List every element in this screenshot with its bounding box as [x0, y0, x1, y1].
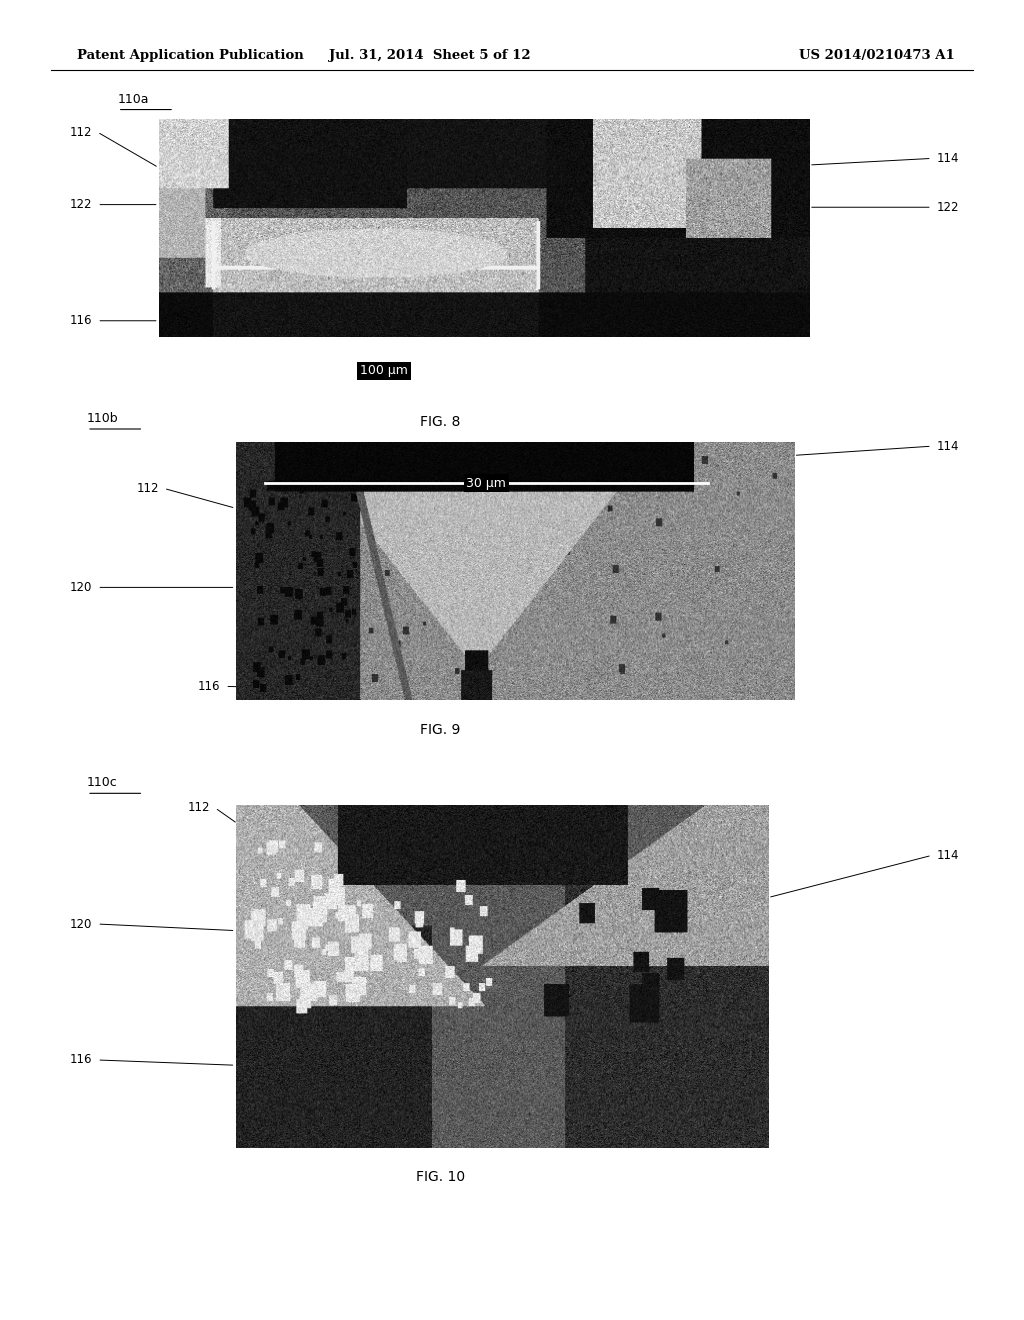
Text: 110c: 110c: [87, 776, 118, 789]
Text: 114: 114: [937, 849, 959, 862]
Text: 112: 112: [70, 125, 92, 139]
Text: 100 μm: 100 μm: [360, 364, 408, 378]
Text: 120: 120: [70, 581, 92, 594]
Text: 116: 116: [70, 314, 92, 327]
Text: 110b: 110b: [87, 412, 119, 425]
Text: 122: 122: [70, 198, 92, 211]
Text: US 2014/0210473 A1: US 2014/0210473 A1: [799, 49, 954, 62]
Text: 116: 116: [70, 1053, 92, 1067]
Text: 122: 122: [937, 201, 959, 214]
Text: FIG. 10: FIG. 10: [416, 1171, 465, 1184]
Text: 114: 114: [937, 152, 959, 165]
Text: 120: 120: [70, 917, 92, 931]
Text: FIG. 8: FIG. 8: [420, 416, 461, 429]
Text: 116: 116: [198, 680, 220, 693]
Text: 30 μm: 30 μm: [467, 477, 506, 490]
Text: 112: 112: [136, 482, 159, 495]
Text: Patent Application Publication: Patent Application Publication: [77, 49, 303, 62]
Text: Jul. 31, 2014  Sheet 5 of 12: Jul. 31, 2014 Sheet 5 of 12: [330, 49, 530, 62]
Text: FIG. 9: FIG. 9: [420, 723, 461, 737]
Text: 114: 114: [937, 440, 959, 453]
Text: 110a: 110a: [118, 92, 150, 106]
Text: 112: 112: [187, 801, 210, 814]
